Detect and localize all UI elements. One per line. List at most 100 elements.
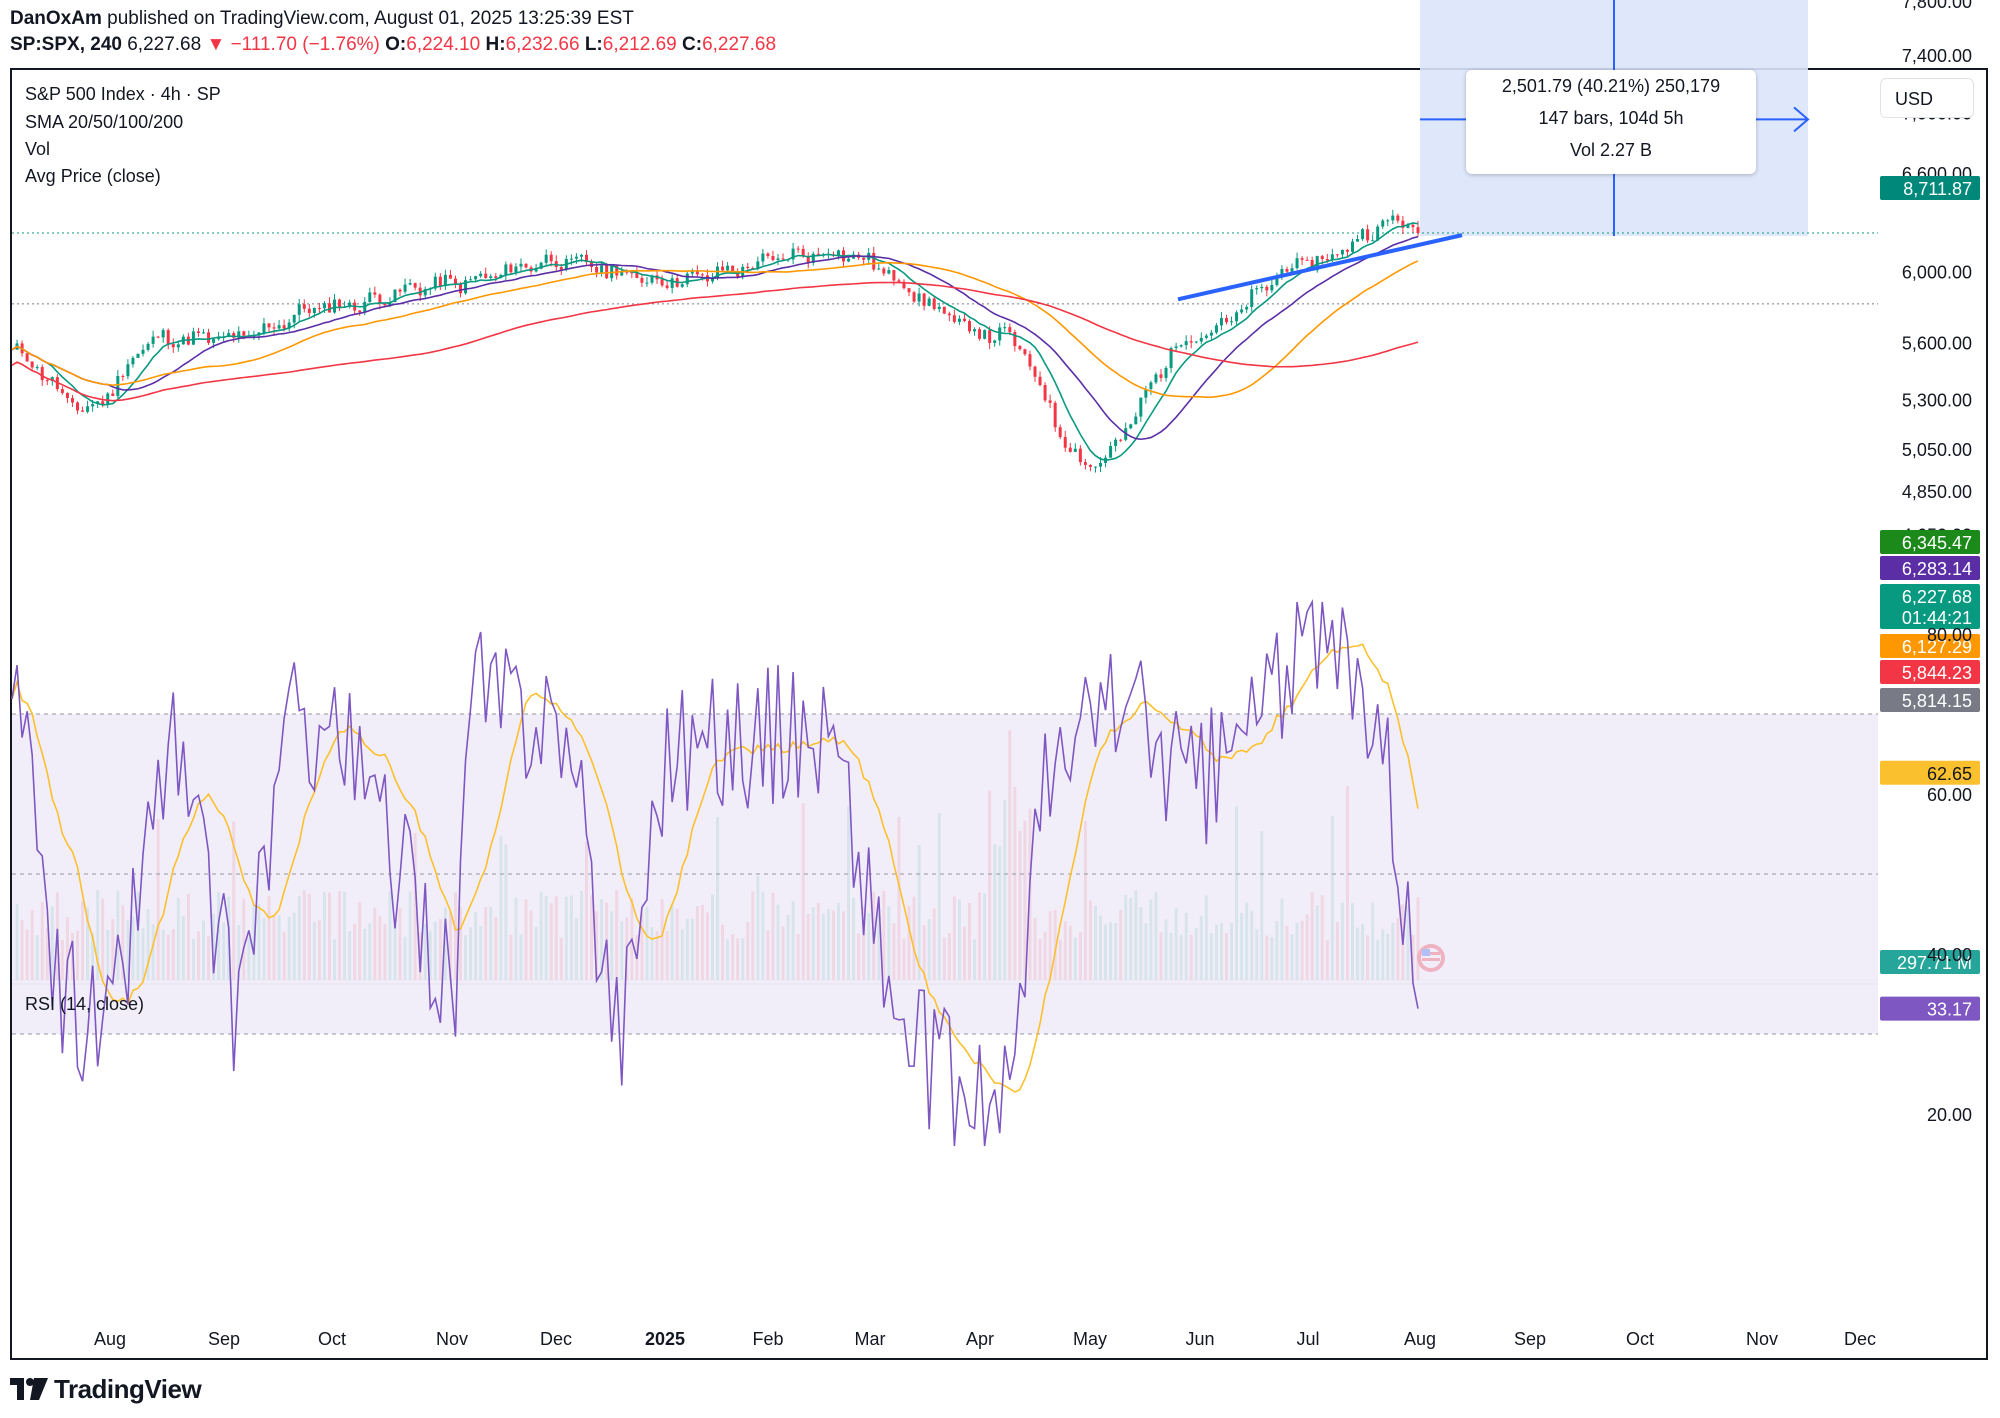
candle-body: [549, 254, 553, 262]
candle-body: [302, 304, 306, 309]
candle-body: [887, 270, 891, 274]
candle-body: [952, 315, 956, 322]
rsi-tick-label: 40.00: [1927, 945, 1972, 965]
last-price: 6,227.68: [127, 34, 202, 55]
candle-body: [620, 271, 624, 276]
candle-body: [962, 318, 966, 322]
candle-body: [1225, 318, 1229, 323]
candle-body: [1240, 309, 1244, 313]
time-tick-label: Jun: [1185, 1329, 1214, 1349]
candle-body: [237, 331, 241, 338]
candle-body: [892, 270, 896, 281]
price-tag: [1880, 605, 1980, 629]
candle-body: [731, 265, 735, 273]
currency-button[interactable]: USD: [1880, 78, 1974, 118]
candle-body: [1315, 256, 1319, 271]
candle-body: [307, 308, 311, 314]
candle-body: [1134, 416, 1138, 425]
candle-body: [1043, 385, 1047, 401]
measure-tooltip: 2,501.79 (40.21%) 250,179 147 bars, 104d…: [1466, 70, 1756, 174]
measure-volume: Vol 2.27 B: [1569, 140, 1653, 160]
candle-body: [1164, 367, 1168, 378]
candle-body: [1305, 259, 1309, 261]
candle-body: [277, 325, 281, 329]
candle-body: [1214, 325, 1218, 333]
time-tick-label: Oct: [1626, 1329, 1654, 1349]
price-tag-label: 6,227.68: [1902, 587, 1972, 607]
legend-rsi[interactable]: RSI (14, close): [25, 994, 145, 1014]
candle-body: [398, 289, 402, 292]
time-tick-label: Aug: [94, 1329, 126, 1349]
candle-body: [791, 248, 795, 260]
candle-body: [1381, 220, 1385, 227]
candle-body: [1280, 268, 1284, 276]
price-tick-label: 5,600.00: [1902, 334, 1972, 354]
time-tick-label: Mar: [855, 1329, 886, 1349]
chart-frame: [10, 68, 1988, 1360]
publisher-name[interactable]: DanOxAm: [10, 8, 102, 29]
candle-body: [217, 337, 221, 340]
candle-body: [166, 330, 170, 345]
candle-body: [1300, 258, 1304, 260]
candle-body: [327, 303, 331, 313]
time-tick-label: 2025: [645, 1329, 685, 1349]
candle-body: [151, 336, 155, 344]
candle-body: [1376, 226, 1380, 241]
candle-body: [146, 343, 150, 350]
tradingview-logo[interactable]: TradingView: [10, 1373, 202, 1405]
candle-body: [1144, 388, 1148, 398]
candle-body: [781, 258, 785, 260]
candle-body: [801, 248, 805, 257]
candle-body: [1063, 437, 1067, 448]
candle-body: [1078, 448, 1082, 463]
time-tick-label: May: [1073, 1329, 1107, 1349]
high-label: H:: [485, 34, 506, 55]
legend-sma[interactable]: SMA 20/50/100/200: [25, 112, 184, 132]
candle-body: [862, 257, 866, 260]
candle-body: [922, 293, 926, 306]
candle-body: [776, 258, 780, 261]
sma-20-line: [11, 222, 1419, 462]
legend-avg-price[interactable]: Avg Price (close): [25, 166, 161, 186]
candle-body: [322, 303, 326, 309]
candle-body: [1250, 289, 1254, 307]
candle-body: [1356, 239, 1360, 242]
candle-body: [348, 302, 352, 307]
candle-body: [1038, 376, 1042, 386]
candle-body: [1048, 400, 1052, 403]
candle-body: [65, 392, 69, 399]
time-tick-label: Aug: [1404, 1329, 1436, 1349]
candle-body: [630, 272, 634, 274]
candle-body: [595, 267, 599, 273]
rsi-tag-label: 33.17: [1927, 1000, 1972, 1020]
candle-body: [393, 289, 397, 303]
candle-body: [1406, 224, 1410, 228]
candle-body: [746, 266, 750, 269]
arrow-right-icon: [1793, 106, 1810, 133]
candle-body: [368, 292, 372, 302]
legend-vol[interactable]: Vol: [25, 139, 51, 159]
candle-body: [534, 268, 538, 272]
candle-body: [1350, 241, 1354, 252]
time-tick-label: Apr: [966, 1329, 994, 1349]
candle-body: [796, 248, 800, 250]
candle-body: [297, 304, 301, 315]
candle-body: [1083, 462, 1087, 465]
candle-body: [292, 314, 296, 323]
candle-body: [685, 273, 689, 285]
candle-body: [625, 271, 629, 273]
close-value: 6,227.68: [702, 34, 777, 55]
candle-body: [161, 330, 165, 338]
candle-body: [106, 393, 110, 406]
time-tick-label: Feb: [752, 1329, 783, 1349]
candle-body: [136, 353, 140, 358]
candle-body: [1361, 229, 1365, 240]
candle-body: [1340, 249, 1344, 255]
legend-title[interactable]: S&P 500 Index · 4h · SP: [25, 84, 221, 104]
candle-body: [1129, 424, 1133, 429]
rsi-tick-label: 80.00: [1927, 625, 1972, 645]
candle-body: [262, 323, 266, 333]
candle-body: [1371, 240, 1375, 242]
candle-body: [957, 318, 961, 322]
